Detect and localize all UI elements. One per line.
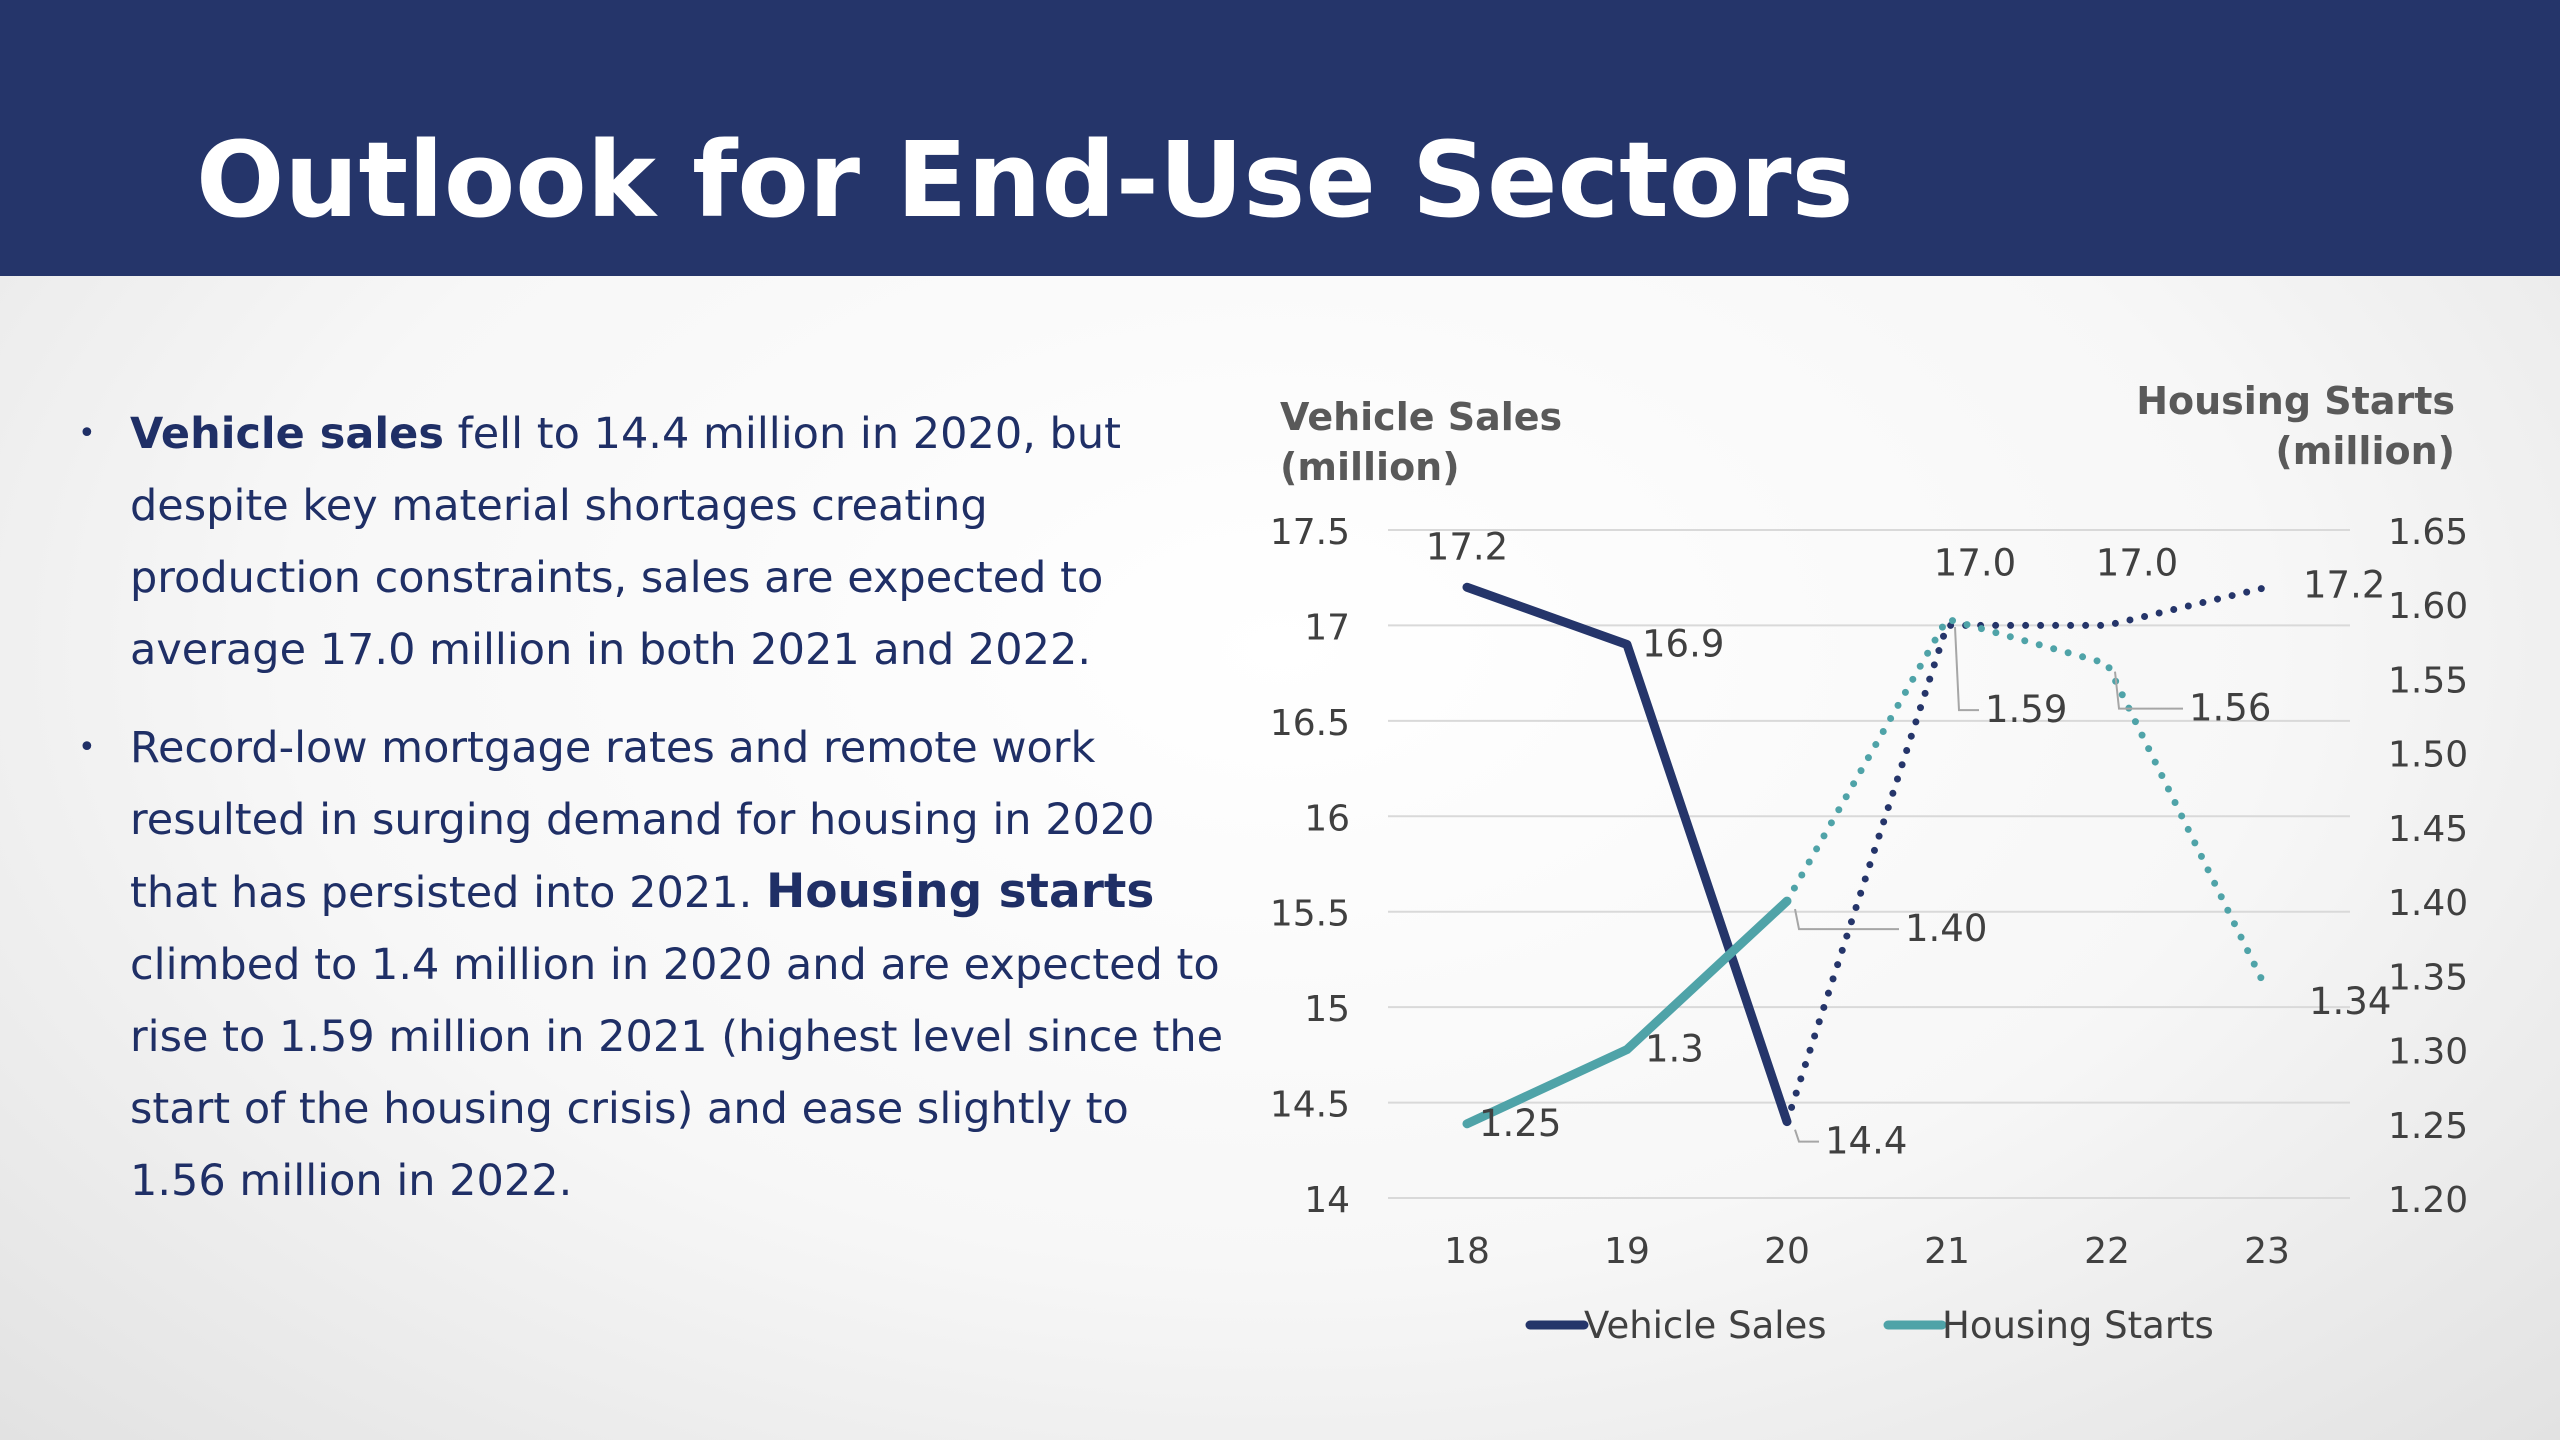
title-banner: Outlook for End-Use Sectors	[0, 0, 2560, 276]
x-tick-label: 22	[2084, 1231, 2130, 1272]
right-tick-label: 1.25	[2388, 1106, 2468, 1147]
x-tick-label: 23	[2244, 1231, 2290, 1272]
left-axis-title: (million)	[1280, 445, 1460, 489]
bullet-bold-term: Vehicle sales	[130, 409, 444, 459]
bullet-vehicle-sales: • Vehicle sales fell to 14.4 million in …	[78, 398, 1228, 686]
x-tick-label: 20	[1764, 1231, 1810, 1272]
right-axis-title: (million)	[2275, 429, 2455, 473]
x-tick-label: 18	[1444, 1231, 1490, 1272]
bullet-dot-icon: •	[78, 416, 96, 451]
slide-title: Outlook for End-Use Sectors	[196, 119, 1854, 241]
data-label: 17.2	[1426, 525, 1508, 568]
right-tick-label: 1.40	[2388, 883, 2468, 924]
x-tick-label: 19	[1604, 1231, 1650, 1272]
right-tick-label: 1.20	[2388, 1180, 2468, 1221]
data-label: 1.40	[1905, 907, 1987, 950]
dual-axis-line-chart: 14 14.5 15 15.5 16 16.5 17 17.5 1.20 1.25 1.30 1.35…	[1270, 379, 2468, 1347]
left-tick-label: 16	[1304, 798, 1350, 839]
left-tick-label: 17.5	[1270, 512, 1350, 553]
data-label: 17.0	[2096, 541, 2178, 584]
right-tick-label: 1.50	[2388, 735, 2468, 776]
data-label-leader	[1794, 908, 1899, 931]
bullet-housing-starts: • Record-low mortgage rates and remote w…	[78, 712, 1228, 1217]
data-label: 1.34	[2309, 980, 2391, 1023]
data-label: 1.56	[2189, 687, 2271, 730]
right-tick-label: 1.60	[2388, 586, 2468, 627]
bullet-text: climbed to 1.4 million in 2020 and are e…	[130, 940, 1224, 1206]
left-tick-label: 15.5	[1270, 894, 1350, 935]
series-line-forecast	[1783, 583, 2271, 1126]
data-label: 14.4	[1825, 1120, 1907, 1163]
left-tick-label: 14	[1304, 1180, 1350, 1221]
right-tick-label: 1.30	[2388, 1032, 2468, 1073]
data-label: 17.0	[1934, 541, 2016, 584]
data-label: 1.3	[1645, 1028, 1704, 1071]
data-label-leader	[2114, 671, 2183, 710]
x-tick-label: 21	[1924, 1231, 1970, 1272]
right-tick-label: 1.55	[2388, 660, 2468, 701]
bullet-text: fell to 14.4 million in 2020, but despit…	[130, 409, 1121, 675]
series-line-actual	[1462, 582, 1792, 1127]
bullet-list: • Vehicle sales fell to 14.4 million in …	[78, 398, 1228, 1243]
left-axis-title: Vehicle Sales	[1280, 395, 1562, 439]
data-label: 1.25	[1479, 1102, 1561, 1145]
data-label: 1.59	[1985, 688, 2067, 731]
data-label: 16.9	[1642, 623, 1724, 666]
left-tick-label: 14.5	[1270, 1085, 1350, 1126]
right-tick-label: 1.35	[2388, 957, 2468, 998]
right-axis-title: Housing Starts	[2136, 379, 2455, 423]
data-label-leader	[1794, 1129, 1819, 1143]
right-tick-label: 1.45	[2388, 809, 2468, 850]
series-line-actual	[1462, 896, 1792, 1129]
left-tick-label: 15	[1304, 989, 1350, 1030]
data-label: 17.2	[2303, 563, 2385, 606]
left-tick-label: 16.5	[1270, 703, 1350, 744]
series-line-forecast	[1783, 614, 2271, 994]
bullet-text: Record-low mortgage rates and remote wor…	[130, 723, 1155, 918]
legend-label: Housing Starts	[1942, 1304, 2214, 1347]
data-label-leader	[1954, 627, 1979, 712]
bullet-bold-term: Housing starts	[765, 864, 1155, 919]
bullet-dot-icon: •	[78, 730, 96, 765]
right-tick-label: 1.65	[2388, 512, 2468, 553]
legend-label: Vehicle Sales	[1584, 1304, 1827, 1347]
left-tick-label: 17	[1304, 607, 1350, 648]
